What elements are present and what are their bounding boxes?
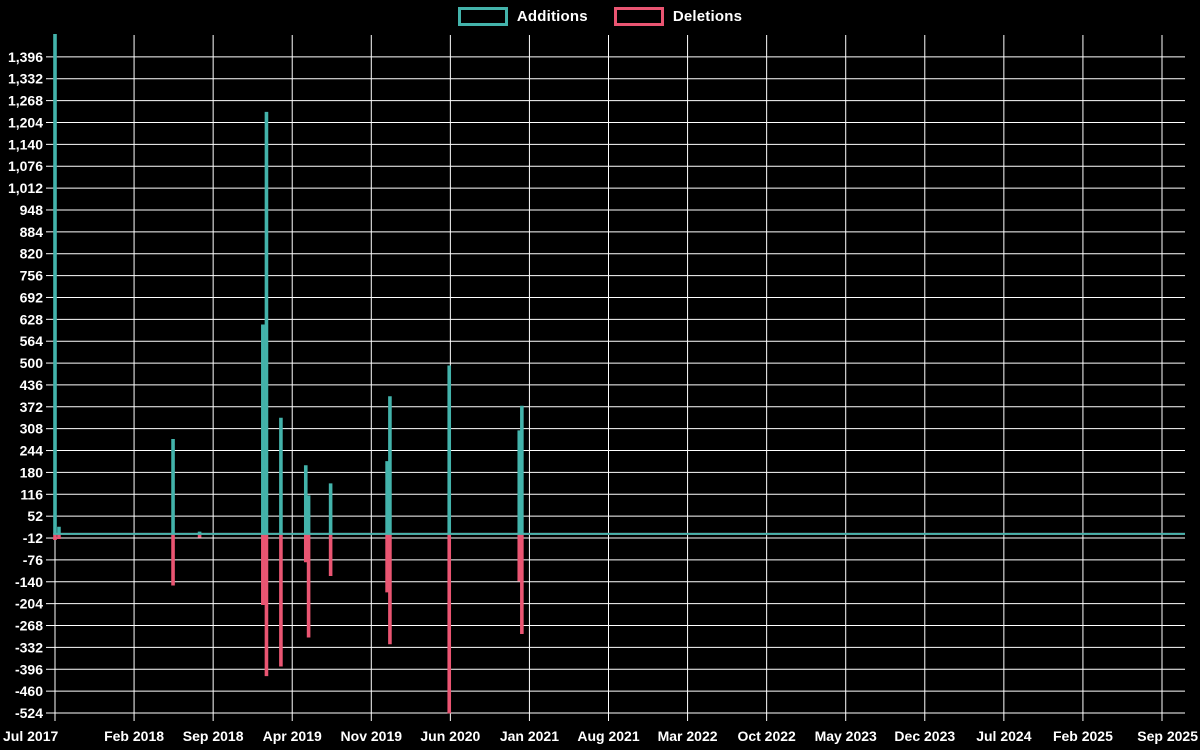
y-tick-label: -332 bbox=[15, 639, 43, 655]
deletions-swatch-icon bbox=[613, 7, 664, 26]
x-tick-label: Jul 2017 bbox=[3, 728, 58, 744]
y-tick-label: 1,332 bbox=[8, 71, 43, 87]
x-tick-label: Jul 2024 bbox=[976, 728, 1031, 744]
x-tick-label: Nov 2019 bbox=[341, 728, 403, 744]
y-tick-label: -460 bbox=[15, 683, 43, 699]
x-tick-label: Sep 2025 bbox=[1137, 728, 1198, 744]
y-tick-label: 180 bbox=[20, 464, 44, 480]
y-tick-label: 884 bbox=[20, 224, 44, 240]
y-tick-label: -76 bbox=[23, 552, 43, 568]
y-tick-label: 1,012 bbox=[8, 180, 43, 196]
x-tick-label: Aug 2021 bbox=[577, 728, 639, 744]
y-tick-label: 1,268 bbox=[8, 93, 43, 109]
y-tick-label: -140 bbox=[15, 574, 43, 590]
y-tick-label: 1,076 bbox=[8, 158, 43, 174]
deletions-legend-label: Deletions bbox=[672, 8, 743, 25]
x-tick-label: May 2023 bbox=[815, 728, 877, 744]
y-tick-label: 1,140 bbox=[8, 136, 43, 152]
y-tick-label: 628 bbox=[20, 311, 44, 327]
x-tick-label: Dec 2023 bbox=[894, 728, 955, 744]
x-tick-label: Apr 2019 bbox=[263, 728, 322, 744]
additions-swatch-icon bbox=[457, 7, 508, 26]
x-tick-label: Feb 2018 bbox=[104, 728, 164, 744]
y-tick-label: 244 bbox=[20, 443, 44, 459]
additions-path bbox=[53, 34, 1185, 535]
deletions-line bbox=[53, 532, 1185, 714]
y-tick-label: 948 bbox=[20, 202, 44, 218]
additions-legend-label: Additions bbox=[516, 8, 588, 25]
y-tick-label: -268 bbox=[15, 618, 43, 634]
y-tick-label: 1,204 bbox=[8, 114, 43, 130]
y-tick-label: 372 bbox=[20, 399, 44, 415]
y-tick-label: 52 bbox=[27, 508, 43, 524]
y-axis-labels: 1,396 1,332 1,268 1,204 1,140 1,076 1,012 948 88… bbox=[8, 49, 43, 721]
vertical-gridlines bbox=[54, 35, 1163, 713]
y-tick-label: -12 bbox=[23, 530, 43, 546]
y-tick-label: 436 bbox=[20, 377, 44, 393]
y-tick-label: 500 bbox=[20, 355, 44, 371]
x-tick-label: Sep 2018 bbox=[183, 728, 244, 744]
y-tick-label: 820 bbox=[20, 246, 44, 262]
y-tick-label: 116 bbox=[20, 486, 43, 502]
y-tick-label: 756 bbox=[20, 268, 44, 284]
additions-line bbox=[53, 34, 1185, 535]
y-tick-label: 308 bbox=[20, 421, 44, 437]
x-axis-labels: Jul 2017 Feb 2018 Sep 2018 Apr 2019 Nov 2019… bbox=[3, 728, 1198, 744]
y-tick-label: 692 bbox=[20, 289, 44, 305]
y-tick-label: -524 bbox=[15, 705, 43, 721]
x-tick-label: Mar 2022 bbox=[658, 728, 718, 744]
legend-item-deletions[interactable]: Deletions bbox=[613, 7, 743, 26]
legend: Additions Deletions bbox=[0, 7, 1200, 26]
legend-item-additions[interactable]: Additions bbox=[457, 7, 588, 26]
deletions-path bbox=[53, 532, 1185, 714]
y-tick-label: 1,396 bbox=[8, 49, 43, 65]
y-tick-label: -204 bbox=[15, 596, 43, 612]
y-tick-label: 564 bbox=[20, 333, 44, 349]
y-tick-label: -396 bbox=[15, 661, 43, 677]
x-tick-label: Feb 2025 bbox=[1053, 728, 1113, 744]
x-tick-label: Oct 2022 bbox=[737, 728, 796, 744]
horizontal-gridlines bbox=[55, 56, 1185, 714]
x-tick-label: Jun 2020 bbox=[420, 728, 480, 744]
x-tick-label: Jan 2021 bbox=[500, 728, 559, 744]
